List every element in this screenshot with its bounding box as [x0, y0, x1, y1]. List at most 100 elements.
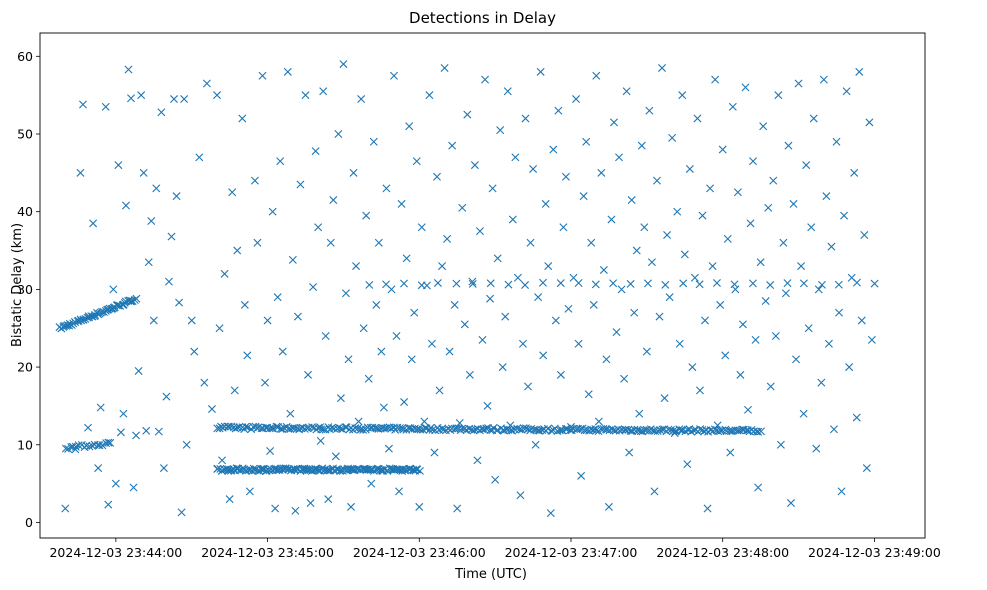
- data-point: [870, 279, 879, 288]
- data-point: [660, 394, 669, 403]
- data-point: [367, 479, 376, 488]
- data-point: [258, 71, 267, 80]
- data-point: [754, 427, 763, 436]
- data-point: [182, 440, 191, 449]
- data-point: [579, 192, 588, 201]
- data-point: [799, 409, 808, 418]
- data-point: [761, 297, 770, 306]
- data-point: [688, 363, 697, 372]
- data-point: [412, 425, 421, 434]
- data-point: [468, 279, 477, 288]
- data-point: [364, 374, 373, 383]
- data-point: [132, 431, 141, 440]
- data-point: [526, 238, 535, 247]
- plot-frame: [39, 32, 926, 539]
- data-point: [612, 328, 621, 337]
- data-point: [109, 285, 118, 294]
- data-point: [116, 428, 125, 437]
- data-point: [516, 491, 525, 500]
- data-point: [296, 180, 305, 189]
- data-point: [564, 304, 573, 313]
- data-point: [272, 422, 281, 431]
- data-point: [154, 427, 163, 436]
- data-point: [582, 137, 591, 146]
- data-point: [369, 466, 378, 475]
- data-point: [625, 448, 634, 457]
- data-point: [227, 422, 236, 431]
- y-tick-label: 20: [17, 360, 33, 375]
- data-point: [712, 279, 721, 287]
- data-point: [604, 502, 613, 511]
- data-point: [405, 122, 414, 131]
- data-point: [544, 262, 553, 271]
- data-point: [769, 176, 778, 185]
- data-point: [382, 184, 391, 193]
- data-point: [330, 424, 339, 433]
- data-point: [749, 157, 758, 166]
- data-point: [430, 448, 439, 457]
- data-point: [433, 278, 442, 287]
- data-point: [416, 425, 425, 434]
- data-point: [651, 427, 660, 435]
- data-point: [438, 262, 447, 271]
- data-point: [635, 409, 644, 418]
- data-point: [290, 424, 299, 433]
- data-point: [809, 114, 818, 123]
- data-point: [187, 316, 196, 325]
- data-point: [819, 75, 828, 84]
- data-point: [622, 87, 631, 96]
- data-point: [331, 452, 340, 461]
- data-point: [538, 278, 547, 287]
- data-point: [523, 425, 532, 434]
- data-point: [483, 401, 492, 410]
- data-point: [669, 426, 678, 435]
- data-point: [559, 223, 568, 232]
- data-point: [549, 145, 558, 154]
- data-point: [362, 211, 371, 220]
- data-point: [840, 211, 849, 220]
- data-point: [865, 118, 874, 127]
- data-point: [599, 265, 608, 274]
- data-point: [781, 289, 790, 298]
- data-point: [61, 504, 70, 513]
- data-point: [799, 279, 808, 288]
- data-point: [124, 65, 133, 74]
- data-point: [491, 475, 500, 484]
- data-point: [359, 425, 368, 434]
- data-point: [748, 279, 757, 288]
- data-point: [664, 425, 673, 434]
- data-point: [390, 71, 398, 80]
- data-point: [238, 114, 247, 123]
- data-point: [137, 91, 146, 100]
- data-point: [807, 223, 816, 232]
- data-point: [620, 374, 629, 383]
- data-point: [448, 141, 457, 150]
- data-point: [647, 258, 656, 267]
- data-point: [759, 122, 768, 131]
- data-point: [129, 483, 138, 492]
- data-point: [541, 199, 550, 208]
- data-point: [638, 427, 647, 436]
- data-point: [303, 465, 312, 474]
- data-point: [481, 75, 490, 84]
- data-point: [144, 258, 153, 267]
- data-point: [504, 280, 513, 289]
- data-point: [319, 87, 328, 96]
- data-point: [257, 465, 266, 474]
- data-point: [536, 67, 545, 76]
- data-point: [617, 285, 626, 294]
- data-point: [764, 203, 773, 212]
- data-point: [392, 332, 401, 340]
- data-point: [190, 347, 199, 356]
- data-point: [207, 405, 216, 414]
- data-point: [283, 67, 292, 76]
- data-point: [96, 403, 105, 412]
- data-point: [309, 283, 318, 292]
- data-point: [306, 499, 315, 508]
- data-point: [591, 280, 600, 289]
- data-point: [779, 238, 788, 247]
- data-point: [834, 280, 843, 289]
- data-point: [643, 279, 652, 288]
- data-point: [218, 423, 227, 432]
